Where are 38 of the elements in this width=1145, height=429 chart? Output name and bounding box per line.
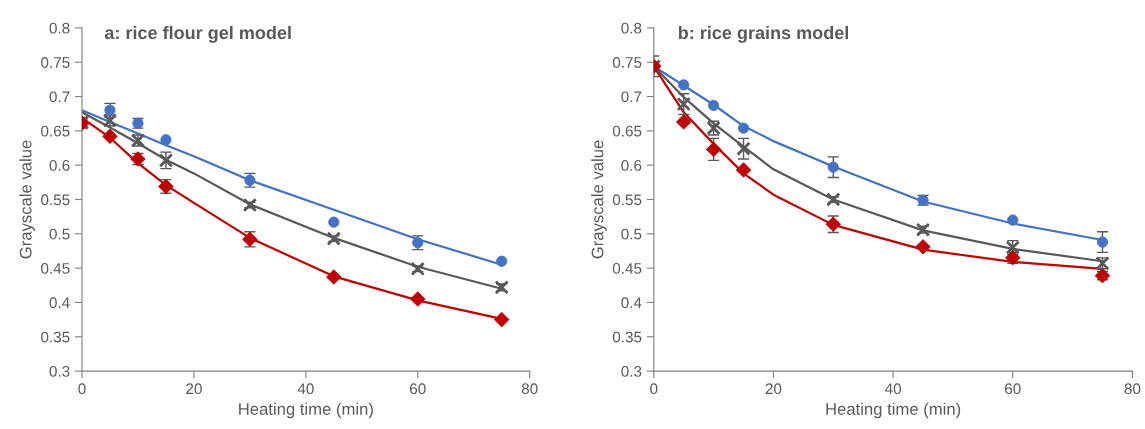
chart-title: b: rice grains model (678, 25, 849, 43)
y-tick-label: 0.5 (621, 228, 642, 240)
y-tick-label: 0.45 (41, 262, 70, 274)
y-tick-label: 0.8 (621, 22, 642, 34)
chart-title: a: rice flour gel model (104, 25, 291, 43)
y-tick-label: 0.75 (612, 57, 642, 68)
y-tick-label: 0.3 (49, 365, 70, 377)
y-tick-label: 0.35 (612, 331, 642, 343)
y-tick-label: 0.55 (41, 194, 70, 206)
x-axis-title: Heating time (min) (826, 402, 961, 419)
x-tick-label: 20 (765, 383, 782, 395)
y-axis-title: Grayscale value (19, 140, 35, 259)
x-tick-label: 80 (1124, 383, 1141, 395)
y-tick-label: 0.6 (621, 160, 642, 171)
y-tick-label: 0.3 (621, 365, 642, 377)
y-tick-label: 0.65 (612, 125, 642, 137)
y-tick-label: 0.6 (49, 160, 70, 171)
x-tick-label: 60 (1005, 383, 1021, 395)
y-tick-label: 0.45 (612, 262, 642, 274)
x-axis-title: Heating time (min) (239, 402, 373, 419)
y-tick-label: 0.55 (612, 194, 642, 206)
x-tick-label: 20 (186, 383, 202, 395)
y-tick-label: 0.7 (49, 91, 70, 103)
x-tick-label: 40 (884, 383, 901, 395)
x-tick-label: 0 (78, 383, 86, 395)
y-tick-label: 0.4 (49, 297, 70, 309)
y-tick-label: 0.65 (41, 125, 70, 137)
y-tick-label: 0.8 (49, 22, 70, 34)
x-tick-label: 0 (650, 383, 658, 395)
y-tick-label: 0.4 (621, 297, 642, 309)
y-tick-label: 0.7 (621, 91, 642, 103)
x-tick-label: 40 (297, 383, 314, 395)
y-tick-label: 0.35 (41, 331, 70, 343)
y-tick-label: 0.5 (49, 228, 70, 240)
x-tick-label: 60 (410, 383, 426, 395)
y-tick-label: 0.75 (41, 57, 70, 68)
x-tick-label: 80 (521, 383, 538, 395)
y-axis-title: Grayscale value (591, 140, 607, 259)
